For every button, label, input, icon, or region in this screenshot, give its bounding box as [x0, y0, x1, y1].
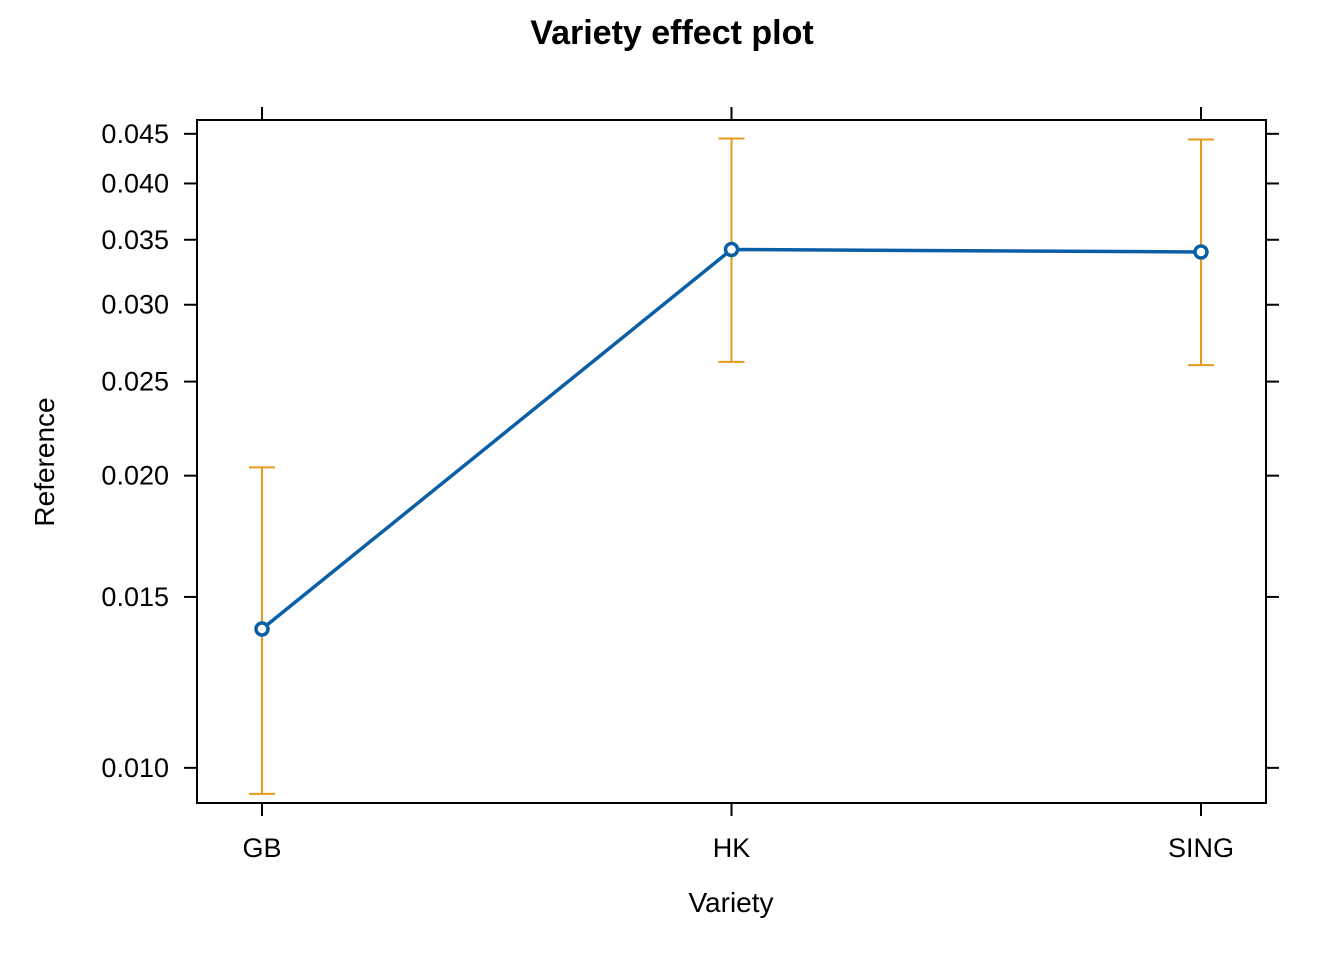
- y-tick-label: 0.035: [101, 225, 169, 255]
- y-tick-label: 0.015: [101, 582, 169, 612]
- y-tick-label: 0.040: [101, 168, 169, 198]
- data-point: [254, 621, 270, 637]
- y-tick-label: 0.010: [101, 753, 169, 783]
- x-tick-label: GB: [242, 833, 281, 863]
- chart-title: Variety effect plot: [530, 14, 813, 52]
- y-tick-label: 0.025: [101, 367, 169, 397]
- x-axis-label: Variety: [688, 887, 773, 918]
- data-point: [1193, 244, 1209, 260]
- data-point: [723, 241, 740, 258]
- error-bars: [249, 137, 1214, 795]
- x-tick-label: SING: [1168, 833, 1234, 863]
- y-axis-label: Reference: [29, 397, 60, 526]
- y-tick-label: 0.020: [101, 461, 169, 491]
- x-axis: GB HK SING: [242, 107, 1234, 863]
- x-tick-label: HK: [713, 833, 751, 863]
- series-points: [254, 241, 1209, 637]
- y-tick-label: 0.045: [101, 119, 169, 149]
- y-tick-label: 0.030: [101, 290, 169, 320]
- y-axis: 0.010 0.015 0.020 0.025 0.030 0.035 0.040 0.045: [101, 119, 1279, 783]
